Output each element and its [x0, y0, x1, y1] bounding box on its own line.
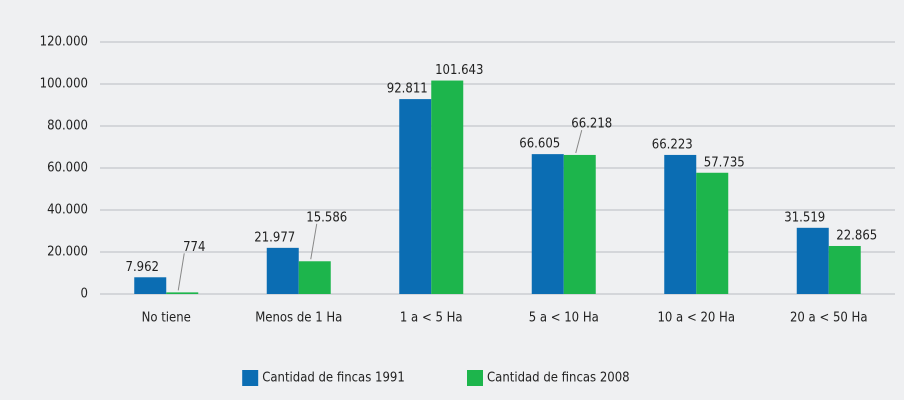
bar — [399, 99, 432, 295]
data-label: 101.643 — [435, 63, 483, 78]
leader-line — [575, 130, 583, 154]
data-label: 21.977 — [254, 230, 295, 245]
x-tick-label: No tiene — [142, 311, 191, 326]
legend-swatch — [467, 370, 483, 386]
x-tick-label: 5 a < 10 Ha — [529, 311, 599, 326]
data-label: 92.811 — [387, 82, 428, 97]
legend-label: Cantidad de fincas 2008 — [487, 371, 630, 386]
y-tick-label: 0 — [81, 287, 88, 302]
leader-line — [310, 223, 318, 260]
bar — [828, 245, 861, 294]
bar — [298, 261, 331, 294]
data-label: 66.223 — [652, 137, 693, 152]
y-tick-label: 20.000 — [47, 245, 88, 260]
data-label: 31.519 — [784, 210, 825, 225]
data-label: 22.865 — [836, 228, 877, 243]
y-tick-label: 80.000 — [47, 119, 88, 134]
data-label: 774 — [183, 240, 205, 255]
bar — [696, 172, 729, 294]
data-label: 66.605 — [519, 137, 560, 152]
bar — [664, 154, 697, 294]
bar — [266, 247, 299, 294]
legend-label: Cantidad de fincas 1991 — [262, 371, 405, 386]
data-label: 7.962 — [126, 260, 159, 275]
x-tick-label: 1 a < 5 Ha — [400, 311, 463, 326]
data-label: 66.218 — [571, 117, 612, 132]
x-tick-label: Menos de 1 Ha — [255, 311, 342, 326]
bar — [134, 277, 167, 294]
legend-swatch — [242, 370, 259, 386]
y-tick-label: 60.000 — [47, 161, 88, 176]
y-tick-label: 120.000 — [40, 35, 88, 50]
x-tick-label: 20 a < 50 Ha — [790, 311, 868, 326]
data-label: 57.735 — [704, 155, 745, 170]
leader-line — [177, 253, 185, 291]
x-tick-label: 10 a < 20 Ha — [657, 311, 735, 326]
bar — [431, 80, 464, 294]
bar — [166, 292, 199, 294]
y-tick-label: 100.000 — [40, 77, 88, 92]
data-label: 15.586 — [306, 210, 347, 225]
bar — [531, 154, 564, 294]
bar — [563, 154, 596, 294]
y-tick-label: 40.000 — [47, 203, 88, 218]
bar — [796, 227, 829, 294]
